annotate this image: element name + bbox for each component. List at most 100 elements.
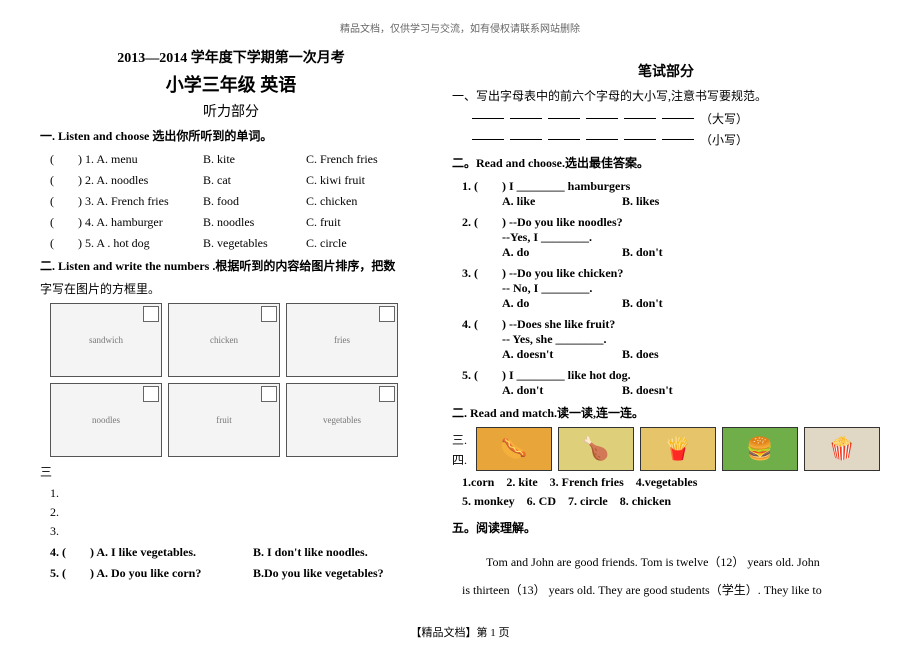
food-image: 🌭 (476, 427, 552, 471)
r2: 2. ( ) --Do you like noodles? --Yes, I _… (462, 213, 880, 260)
number-box[interactable] (379, 386, 395, 402)
q5-prompt: 5. ( ) A. Do you like corn? (50, 564, 250, 581)
r1: 1. ( ) I ________ hamburgers A. likeB. l… (462, 177, 880, 209)
write-slot[interactable] (548, 139, 580, 140)
r5: 5. ( ) I ________ like hot dog. A. don't… (462, 366, 880, 398)
s3-q4: 4. ( ) A. I like vegetables. B. I don't … (50, 543, 422, 560)
q1-b: B. kite (203, 152, 303, 167)
listening-section-title: 听力部分 (40, 101, 422, 121)
s3-q3: 3. (50, 524, 422, 539)
q5: ( ) 5. A . hot dog B. vegetables C. circ… (50, 234, 422, 251)
q4-c: C. fruit (306, 215, 341, 229)
write-slot[interactable] (472, 118, 504, 119)
image-placeholder-icon: noodles (92, 415, 120, 425)
write-slot[interactable] (662, 139, 694, 140)
q2-c: C. kiwi fruit (306, 173, 365, 187)
image-placeholder-icon: sandwich (89, 335, 123, 345)
r5-a: A. don't (502, 383, 622, 398)
food-image: 🍗 (558, 427, 634, 471)
q4-optb: B. I don't like noodles. (253, 545, 368, 559)
header-note: 精品文档，仅供学习与交流，如有侵权请联系网站删除 (40, 20, 880, 35)
two-column-layout: 2013—2014 学年度下学期第一次月考 小学三年级 英语 听力部分 一. L… (40, 43, 880, 606)
image-row-1: sandwich chicken fries (50, 303, 412, 377)
section-2-heading-a: 二. Listen and write the numbers .根据听到的内容… (40, 257, 422, 274)
r2-ans: --Yes, I ________. (502, 230, 880, 245)
q1-a: ( ) 1. A. menu (50, 150, 200, 167)
right-column: 笔试部分 一、写出字母表中的前六个字母的大小写,注意书写要规范。 （大写） （小… (452, 43, 880, 606)
r4-b: B. does (622, 347, 659, 361)
r1-a: A. like (502, 194, 622, 209)
food-image: 🍔 (722, 427, 798, 471)
q4-a: ( ) 4. A. hamburger (50, 213, 200, 230)
r5-q: 5. ( ) I ________ like hot dog. (462, 366, 880, 383)
q3-a: ( ) 3. A. French fries (50, 192, 200, 209)
s3-q5: 5. ( ) A. Do you like corn? B.Do you lik… (50, 564, 422, 581)
q2-b: B. cat (203, 173, 303, 188)
write-slot[interactable] (510, 118, 542, 119)
image-row-2: noodles fruit vegetables (50, 383, 412, 457)
food-image: 🍟 (640, 427, 716, 471)
image-box: noodles (50, 383, 162, 457)
number-box[interactable] (261, 306, 277, 322)
q5-b: B. vegetables (203, 236, 303, 251)
write-slot[interactable] (510, 139, 542, 140)
number-box[interactable] (143, 306, 159, 322)
food-image: 🍿 (804, 427, 880, 471)
number-box[interactable] (143, 386, 159, 402)
q4: ( ) 4. A. hamburger B. noodles C. fruit (50, 213, 422, 230)
r3-b: B. don't (622, 296, 663, 310)
q3: ( ) 3. A. French fries B. food C. chicke… (50, 192, 422, 209)
r-section-2-heading: 二。Read and choose.选出最佳答案。 (452, 154, 880, 171)
reading-para2: is thirteen（13） years old. They are good… (462, 578, 880, 602)
q2-a: ( ) 2. A. noodles (50, 171, 200, 188)
image-placeholder-icon: fries (334, 335, 350, 345)
r3: 3. ( ) --Do you like chicken? -- No, I _… (462, 264, 880, 311)
r3-a: A. do (502, 296, 622, 311)
r2-b: B. don't (622, 245, 663, 259)
q3-b: B. food (203, 194, 303, 209)
q2: ( ) 2. A. noodles B. cat C. kiwi fruit (50, 171, 422, 188)
q1-c: C. French fries (306, 152, 378, 166)
image-placeholder-icon: fruit (216, 415, 232, 425)
write-slot[interactable] (624, 118, 656, 119)
write-slot[interactable] (586, 139, 618, 140)
uppercase-label: （大写） (700, 110, 748, 127)
number-box[interactable] (379, 306, 395, 322)
grade-subject-title: 小学三年级 英语 (40, 71, 422, 97)
uppercase-row: （大写） (472, 110, 860, 127)
image-box: sandwich (50, 303, 162, 377)
r2-a: A. do (502, 245, 622, 260)
write-slot[interactable] (586, 118, 618, 119)
section-3-heading: 三 (40, 463, 422, 480)
words-line-2: 5. monkey 6. CD 7. circle 8. chicken (462, 494, 880, 509)
r1-q: 1. ( ) I ________ hamburgers (462, 177, 880, 194)
write-slot[interactable] (548, 118, 580, 119)
r-section-5-heading: 五。阅读理解。 (452, 519, 880, 536)
r1-b: B. likes (622, 194, 659, 208)
q4-b: B. noodles (203, 215, 303, 230)
image-placeholder-icon: vegetables (323, 415, 361, 425)
written-section-title: 笔试部分 (452, 61, 880, 81)
sub-four: 四. (452, 451, 467, 468)
q1: ( ) 1. A. menu B. kite C. French fries (50, 150, 422, 167)
words-line-1: 1.corn 2. kite 3. French fries 4.vegetab… (462, 475, 880, 490)
lowercase-row: （小写） (472, 131, 860, 148)
q5-optb: B.Do you like vegetables? (253, 566, 384, 580)
r4-a: A. doesn't (502, 347, 622, 362)
image-placeholder-icon: chicken (210, 335, 238, 345)
r2-q: 2. ( ) --Do you like noodles? (462, 213, 880, 230)
section-1-heading: 一. Listen and choose 选出你所听到的单词。 (40, 127, 422, 144)
write-slot[interactable] (472, 139, 504, 140)
food-image-row: 🌭 🍗 🍟 🍔 🍿 (476, 427, 880, 471)
write-slot[interactable] (662, 118, 694, 119)
write-slot[interactable] (624, 139, 656, 140)
q3-c: C. chicken (306, 194, 357, 208)
left-column: 2013—2014 学年度下学期第一次月考 小学三年级 英语 听力部分 一. L… (40, 43, 422, 606)
page-footer: 【精品文档】第 1 页 (40, 624, 880, 640)
image-box: chicken (168, 303, 280, 377)
r3-q: 3. ( ) --Do you like chicken? (462, 264, 880, 281)
r-section-1-heading: 一、写出字母表中的前六个字母的大小写,注意书写要规范。 (452, 87, 880, 104)
q5-a: ( ) 5. A . hot dog (50, 234, 200, 251)
q4-prompt: 4. ( ) A. I like vegetables. (50, 543, 250, 560)
number-box[interactable] (261, 386, 277, 402)
